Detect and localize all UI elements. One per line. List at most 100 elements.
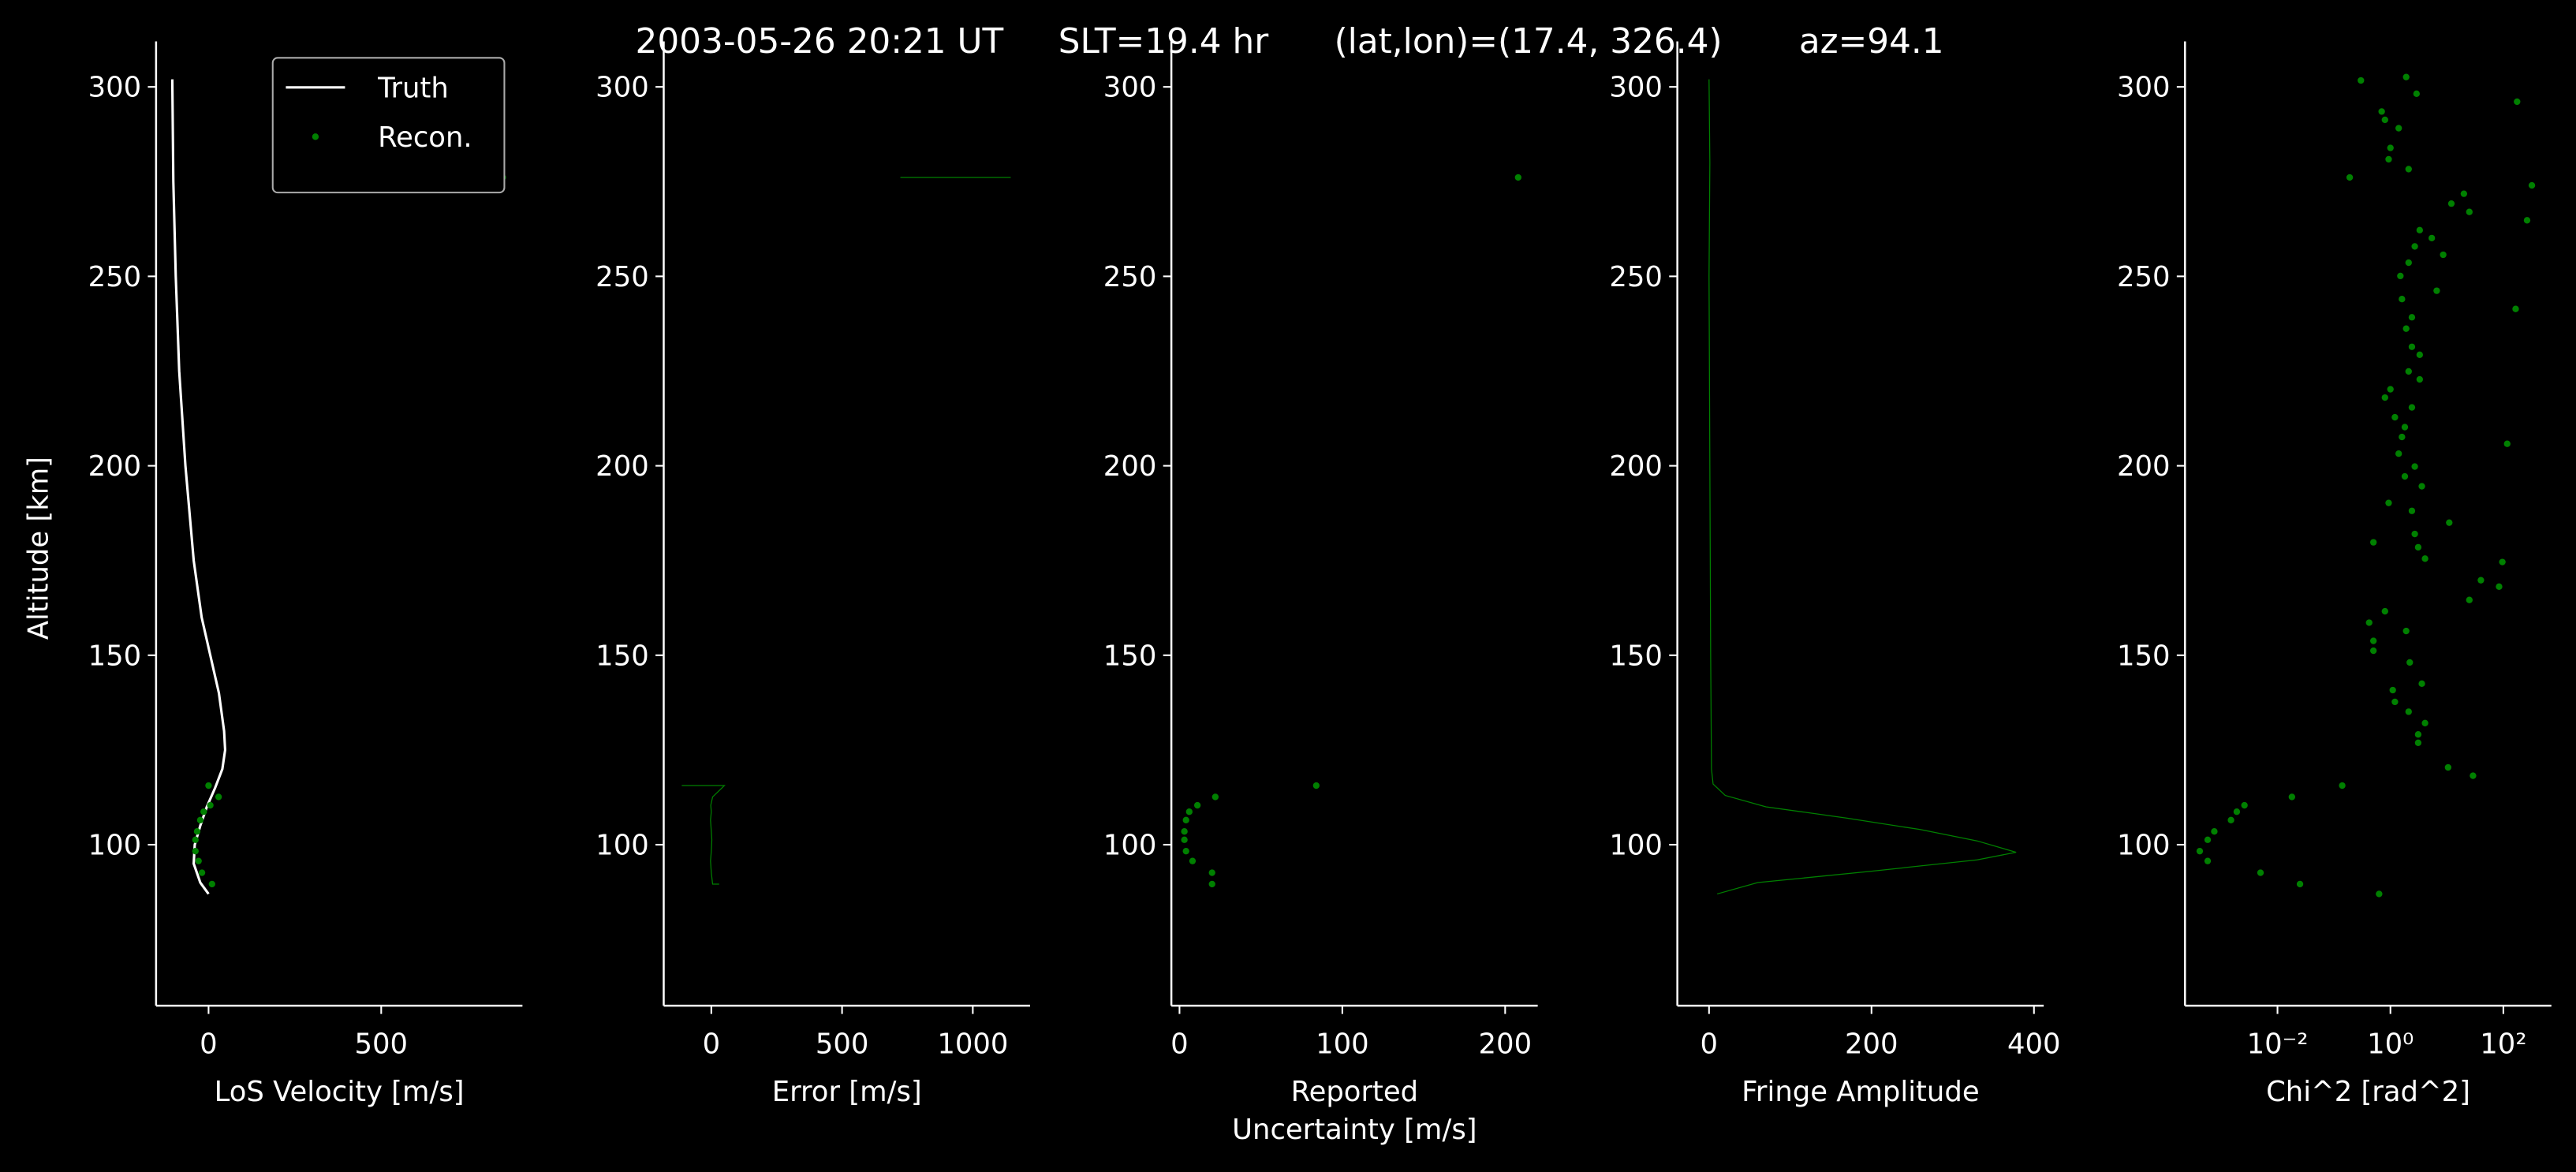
- point: [2496, 583, 2503, 591]
- point: [2397, 272, 2404, 280]
- x-tick-label: 0: [1170, 1028, 1189, 1061]
- y-tick-label: 250: [88, 261, 142, 293]
- point: [2288, 793, 2295, 801]
- line: [681, 785, 726, 885]
- point: [2413, 90, 2420, 97]
- point: [195, 857, 202, 864]
- point: [2411, 243, 2418, 250]
- point: [2421, 555, 2429, 562]
- point: [2414, 543, 2422, 551]
- x-tick-label: 500: [816, 1028, 869, 1061]
- point: [2405, 166, 2412, 173]
- point: [2381, 116, 2388, 124]
- x-tick-label: 0: [1701, 1028, 1719, 1061]
- point: [1181, 836, 1188, 843]
- point: [2444, 763, 2451, 771]
- x-axis-label: Uncertainty [m/s]: [1232, 1114, 1477, 1146]
- point: [2376, 890, 2383, 898]
- point: [2418, 483, 2425, 490]
- point: [2408, 507, 2416, 514]
- point: [2370, 539, 2377, 546]
- x-tick-label: 400: [2007, 1028, 2061, 1061]
- point: [2401, 472, 2409, 480]
- point: [1193, 801, 1201, 809]
- point: [1211, 793, 1219, 801]
- point: [2257, 869, 2264, 876]
- point: [2477, 577, 2485, 584]
- y-tick-label: 300: [88, 72, 142, 104]
- point: [2391, 413, 2399, 421]
- line: [170, 79, 227, 895]
- y-tick-label: 200: [1103, 450, 1157, 483]
- x-tick-label: 10⁰: [2367, 1028, 2414, 1061]
- y-tick-label: 250: [595, 261, 649, 293]
- point: [2402, 73, 2410, 80]
- point: [1182, 816, 1189, 823]
- subplot: 100 150 200 250 300 0 100 200 Reported Uncertaint…: [1103, 41, 1538, 1146]
- point: [2399, 296, 2406, 303]
- point: [2405, 259, 2412, 267]
- x-axis-label: LoS Velocity [m/s]: [215, 1076, 465, 1108]
- point: [2385, 499, 2392, 506]
- point: [2405, 368, 2412, 375]
- point: [2339, 782, 2346, 789]
- point: [2233, 808, 2241, 816]
- point: [2405, 708, 2412, 715]
- point: [2416, 375, 2424, 383]
- point: [2460, 190, 2468, 197]
- point: [2512, 305, 2519, 312]
- y-tick-label: 200: [595, 450, 649, 483]
- point: [2411, 530, 2418, 538]
- point: [2416, 351, 2424, 358]
- y-tick-label: 100: [2117, 830, 2171, 862]
- point: [2387, 386, 2394, 393]
- point: [2296, 880, 2304, 888]
- point: [2446, 519, 2453, 526]
- point: [2433, 287, 2440, 294]
- x-tick-label: 200: [1479, 1028, 1533, 1061]
- point: [2358, 77, 2365, 84]
- subplot: 100 150 200 250 300 0 500 LoS Velocity [m/s] Alt…: [22, 41, 523, 1108]
- point: [2408, 404, 2416, 411]
- point: [2421, 719, 2429, 726]
- point: [2514, 98, 2521, 106]
- point: [2408, 314, 2416, 321]
- point: [1312, 782, 1320, 789]
- point: [205, 782, 212, 789]
- point: [1189, 857, 1197, 864]
- point: [2381, 394, 2388, 401]
- point: [2401, 424, 2409, 431]
- y-tick-label: 300: [595, 72, 649, 104]
- x-axis-label: Chi^2 [rad^2]: [2266, 1076, 2470, 1108]
- point: [192, 836, 199, 843]
- point: [2389, 686, 2396, 694]
- point: [215, 793, 222, 801]
- y-tick-label: 150: [1609, 640, 1663, 672]
- point: [2528, 181, 2536, 189]
- point: [198, 869, 206, 876]
- point: [196, 816, 204, 823]
- point: [2346, 174, 2354, 181]
- point: [193, 828, 201, 835]
- point: [2399, 433, 2406, 441]
- point: [2402, 627, 2410, 635]
- point: [2241, 801, 2248, 809]
- point: [2211, 828, 2218, 835]
- y-tick-label: 100: [1103, 830, 1157, 862]
- point: [2470, 772, 2477, 779]
- point: [2523, 217, 2531, 224]
- point: [2402, 325, 2410, 332]
- line: [1708, 79, 2017, 895]
- y-tick-label: 200: [2117, 450, 2171, 483]
- subplot: 100 150 200 250 300 0 200 400 Fringe Amplitude: [1609, 41, 2061, 1108]
- y-tick-label: 300: [1103, 72, 1157, 104]
- y-tick-label: 100: [595, 830, 649, 862]
- point: [2408, 343, 2416, 350]
- point: [2387, 144, 2394, 151]
- point: [2370, 637, 2377, 644]
- point: [2204, 836, 2212, 843]
- x-tick-label: 10⁻²: [2247, 1028, 2309, 1061]
- x-axis-label: Fringe Amplitude: [1742, 1076, 1979, 1108]
- y-tick-label: 250: [2117, 261, 2171, 293]
